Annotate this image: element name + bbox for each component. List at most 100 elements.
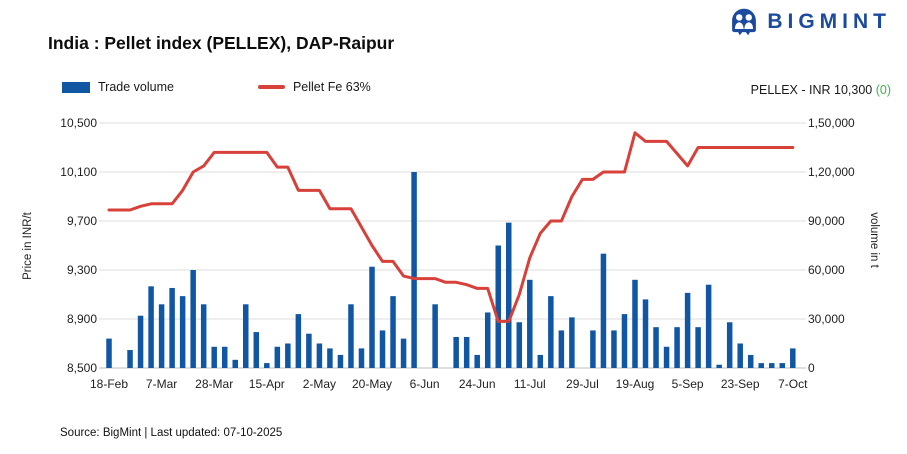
left-tick-label: 9,300 [66, 263, 97, 277]
volume-bar [747, 354, 754, 368]
price-line [107, 131, 795, 323]
volume-bar [148, 286, 154, 368]
volume-bar [337, 354, 344, 368]
volume-bar [684, 292, 691, 368]
chart-title: India : Pellet index (PELLEX), DAP-Raipu… [48, 33, 395, 53]
volume-bar [316, 343, 323, 368]
left-tick-label: 8,900 [66, 312, 97, 326]
right-axis-ticks: 1,50,000 1,20,000 90,000 60,000 30,000 0 [808, 116, 898, 375]
volume-bar [653, 327, 659, 368]
volume-bar [169, 287, 175, 368]
left-tick-label: 9,700 [66, 214, 97, 228]
volume-bar [758, 363, 764, 368]
volume-bar [600, 253, 607, 368]
legend-label-pellet-fe63: Pellet Fe 63% [292, 80, 371, 94]
volume-bar [642, 299, 649, 368]
volume-bar [590, 330, 596, 368]
x-tick-label: 7-Oct [778, 377, 808, 391]
volume-bar [432, 304, 438, 368]
trade-volume-swatch-icon [62, 81, 90, 93]
x-tick-label: 2-May [302, 377, 337, 391]
volume-bar [379, 330, 386, 368]
volume-bar [306, 333, 312, 368]
volume-bar [453, 336, 459, 368]
x-tick-label: 23-Sep [720, 377, 760, 391]
x-axis-labels: 18-Feb 7-Mar 28-Mar 15-Apr 2-May 20-May 6-Jun 2… [90, 377, 807, 393]
x-tick-label: 15-Apr [248, 377, 285, 391]
volume-bar [106, 338, 112, 368]
left-tick-label: 10,500 [60, 116, 97, 130]
bigmint-logo-text: BIGMINT [767, 10, 891, 33]
right-tick-label: 0 [808, 361, 815, 375]
x-tick-label: 19-Aug [615, 377, 655, 391]
volume-bar [663, 346, 670, 368]
volume-bar [200, 304, 207, 368]
volume-bar [221, 346, 228, 368]
volume-bar [400, 338, 407, 368]
volume-bar [726, 322, 733, 368]
x-tick-label: 5-Sep [671, 377, 704, 391]
volume-bar [190, 270, 196, 368]
x-tick-label: 11-Jul [513, 377, 546, 391]
volume-bar [695, 327, 701, 368]
left-tick-label: 10,100 [60, 165, 97, 179]
right-tick-label: 60,000 [808, 263, 845, 277]
pellex-price-text: PELLEX - INR 10,300 [750, 83, 873, 97]
x-tick-label: 29-Jul [566, 377, 599, 391]
volume-bar [516, 322, 523, 368]
volume-bar [737, 343, 743, 368]
bigmint-logo: BIGMINT [730, 8, 891, 36]
legend-label-trade-volume: Trade volume [98, 80, 174, 94]
x-tick-label: 20-May [351, 377, 393, 391]
volume-bar [527, 279, 533, 368]
volume-bar [705, 284, 712, 368]
volume-bar [569, 317, 575, 368]
volume-bar [779, 363, 786, 368]
legend-item-pellet-fe63[interactable]: Pellet Fe 63% [257, 80, 371, 94]
volume-bar [232, 359, 238, 368]
legend-item-trade-volume[interactable]: Trade volume [62, 80, 174, 94]
volume-bar [264, 363, 270, 368]
volume-bar [137, 315, 144, 368]
volume-bar [495, 245, 501, 368]
volume-bar [506, 222, 512, 368]
right-tick-label: 1,50,000 [808, 116, 855, 130]
pellex-price-badge: PELLEX - INR 10,300 (0) [751, 83, 891, 97]
volume-bar [484, 312, 491, 368]
volume-bar [253, 332, 260, 368]
pellex-price-change: (0) [872, 83, 891, 97]
right-tick-label: 30,000 [808, 312, 845, 326]
volume-bar [463, 336, 470, 368]
volume-bar [621, 314, 628, 368]
volume-bar [548, 296, 554, 368]
x-tick-label: 18-Feb [89, 377, 129, 391]
volume-bar [127, 350, 133, 368]
volume-bar [211, 346, 217, 368]
volume-bar [369, 266, 375, 368]
right-tick-label: 1,20,000 [808, 165, 855, 179]
x-tick-label: 6-Jun [409, 377, 440, 391]
volume-bar [348, 304, 354, 368]
x-tick-label: 7-Mar [145, 377, 178, 391]
right-tick-label: 90,000 [808, 214, 845, 228]
volume-bar [716, 364, 722, 368]
x-tick-label: 24-Jun [458, 377, 496, 391]
volume-bar [474, 354, 480, 368]
x-tick-label: 28-Mar [195, 377, 234, 391]
chart-legend: Trade volume Pellet Fe 63% [62, 80, 371, 94]
volume-bar [611, 330, 617, 368]
volume-bar [632, 279, 638, 368]
volume-bar [285, 343, 291, 368]
volume-bar [158, 304, 165, 368]
volume-bar [674, 327, 680, 368]
volume-bar [537, 354, 544, 368]
source-note: Source: BigMint | Last updated: 07-10-20… [60, 427, 283, 439]
pellet-fe63-swatch-icon [257, 85, 285, 89]
volume-bar [769, 363, 775, 368]
volume-bar [790, 348, 796, 368]
volume-bar [411, 172, 417, 368]
volume-bar [358, 348, 365, 368]
volume-bar [179, 296, 186, 368]
chart-canvas [99, 122, 806, 369]
